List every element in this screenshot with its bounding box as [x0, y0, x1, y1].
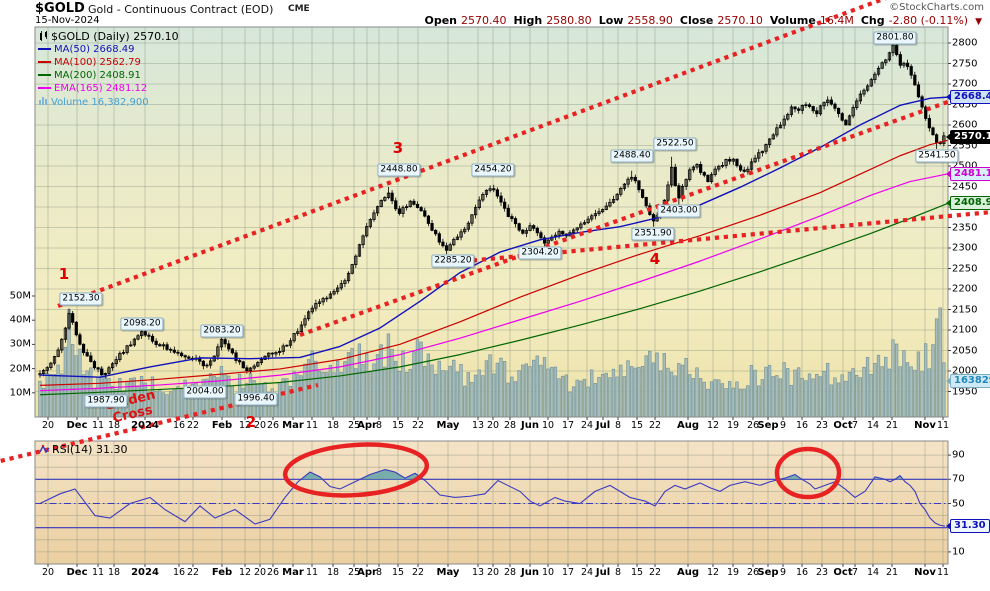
- rsi-line: [39, 469, 946, 527]
- candlestick-series: [38, 41, 946, 379]
- rsi-oval-annotation: [774, 446, 842, 500]
- trendline: [57, 0, 887, 308]
- rsi-oval-annotation: [282, 442, 430, 498]
